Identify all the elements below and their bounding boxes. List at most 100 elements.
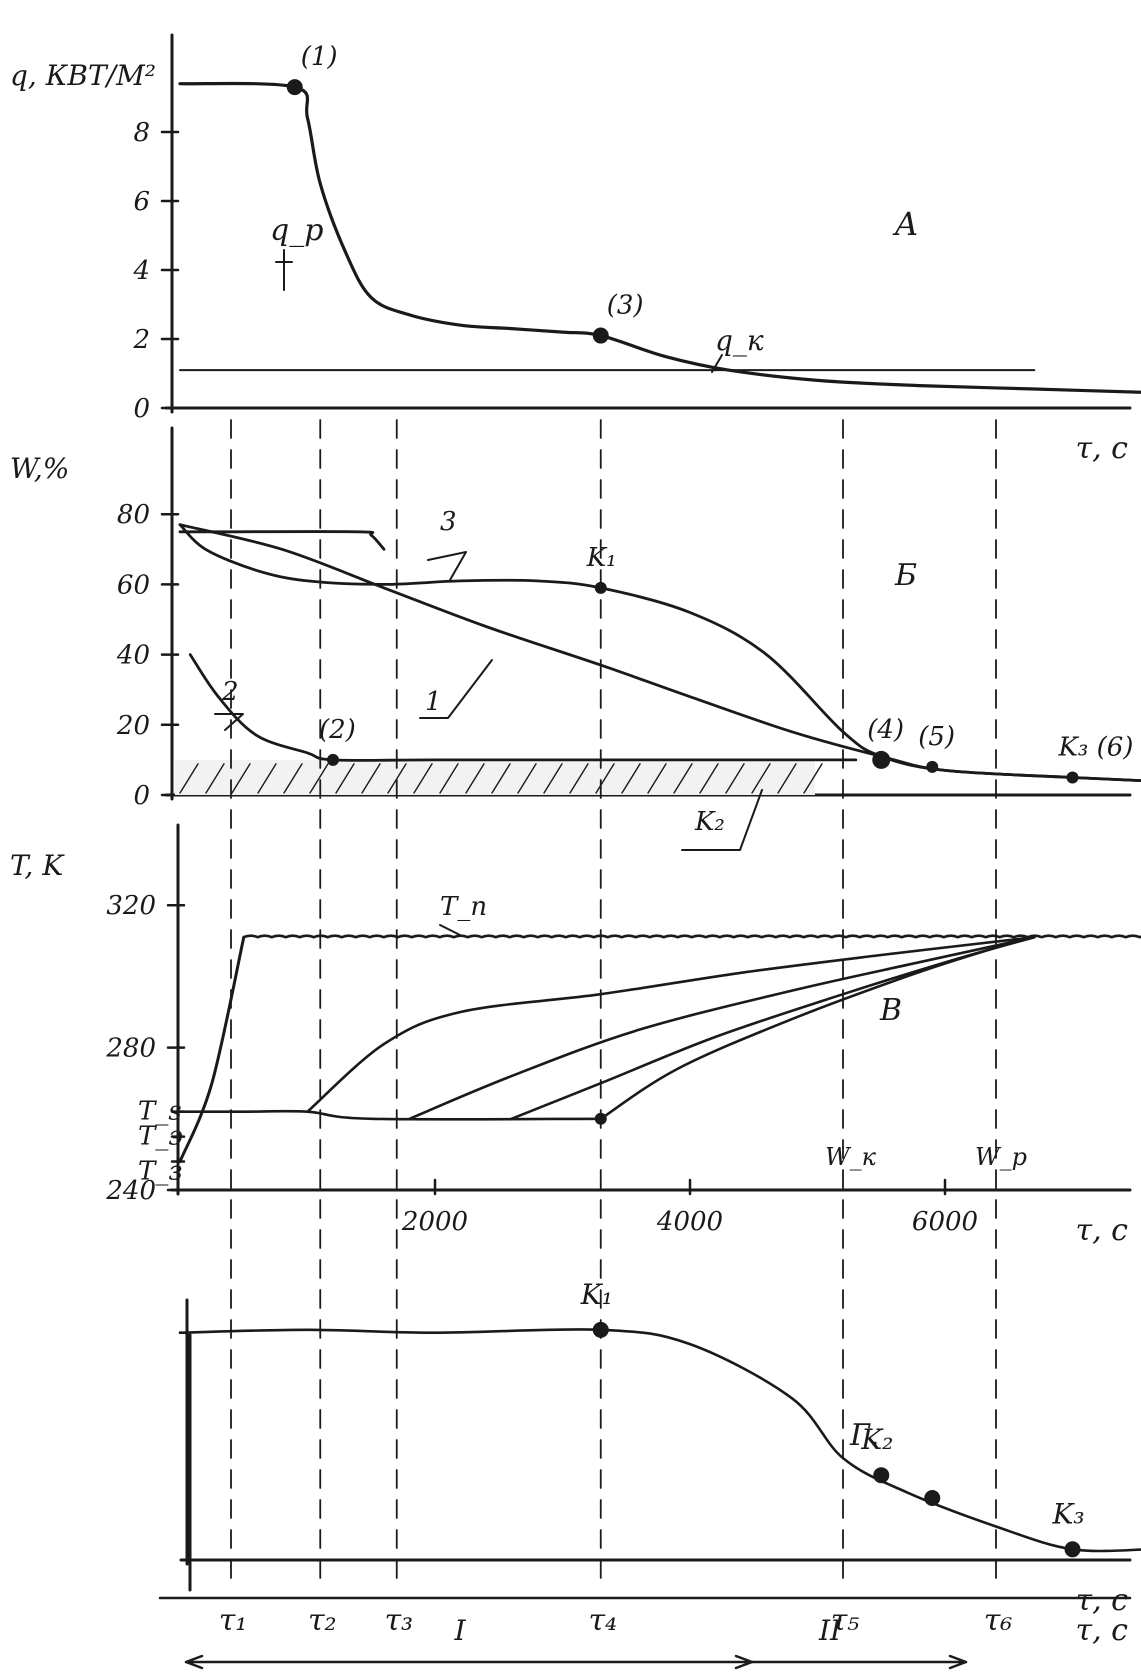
label-leader (275, 249, 293, 291)
series-group-G: K₁ K₂ K₃ Г. (178, 1278, 1141, 1592)
time-marker-label: τ₅ (831, 1603, 860, 1638)
hatch-line (725, 763, 745, 794)
panel-Г: τ, c (179, 1298, 1132, 1618)
label-leader (419, 659, 493, 719)
series-line (178, 81, 1141, 394)
hatch-line (179, 763, 199, 794)
point-label: K₂ (860, 1423, 893, 1456)
y-tick-label: 0 (133, 394, 150, 424)
data-point (924, 1490, 941, 1506)
series-line (188, 653, 858, 762)
y-tick-label: 320 (106, 891, 156, 921)
data-point (1066, 771, 1079, 784)
hatch-line (751, 763, 771, 794)
y-mark-label: T_з (138, 1157, 183, 1187)
hatch-line (673, 763, 693, 794)
hatch-line (465, 763, 485, 794)
series-label: q_к (715, 324, 764, 357)
point-label: (3) (607, 291, 644, 321)
y-mark-label: T_э (138, 1122, 183, 1152)
y-tick-label: 2 (132, 325, 150, 355)
y-tick-label: 0 (133, 781, 150, 811)
series-line (408, 935, 1036, 1121)
x-tick-label: 4000 (656, 1207, 723, 1237)
point-label: (4) (867, 715, 904, 745)
hatch-line (491, 763, 511, 794)
label-leader (439, 924, 461, 936)
panel-Б: 0 20 40 60 80 W,% (10, 426, 1132, 811)
series-label: 3 (440, 507, 457, 537)
hatch-line (517, 763, 537, 794)
time-marker-label: τ₂ (308, 1603, 337, 1638)
data-point (926, 760, 939, 773)
y-tick-label: 80 (117, 500, 150, 530)
x-tick-label: 2000 (401, 1207, 468, 1237)
series-line (599, 935, 1036, 1121)
label-leader (427, 551, 467, 581)
hatch-line (231, 763, 251, 794)
point-label: K₃ (1052, 1497, 1085, 1530)
hatch-line (387, 763, 407, 794)
hatch-line (569, 763, 589, 794)
point-label: K₁ (580, 1278, 613, 1311)
y-axis-label: W,% (10, 452, 69, 485)
panel-label: Б (894, 558, 917, 593)
y-tick-label: 8 (133, 118, 150, 148)
x-axis-label: τ, c (1076, 431, 1129, 466)
hatch-line (543, 763, 563, 794)
time-markers: τ₁ τ₂ τ₃ τ₄ τ₅ τ₆I II τ, c (158, 419, 1132, 1670)
y-axis-label: q, КВТ/M² (10, 59, 156, 92)
hatch-line (413, 763, 433, 794)
series-line (178, 1328, 1141, 1553)
series-line (178, 1109, 603, 1121)
y-axis-label: T, K (10, 849, 65, 882)
marker-label: W_p (975, 1143, 1027, 1171)
hatch-line (361, 763, 381, 794)
series-line (178, 523, 1141, 783)
hatch-line (699, 763, 719, 794)
period-label: I (453, 1614, 466, 1647)
x-tick-label: 6000 (912, 1207, 978, 1237)
point-label: K₃ (6) (1058, 732, 1134, 762)
panel-label: Г. (849, 1418, 879, 1453)
y-tick-label: 240 (105, 1176, 156, 1206)
period-label: II (818, 1614, 842, 1647)
hatch-line (257, 763, 277, 794)
hatch-line (283, 763, 303, 794)
hatch-line (205, 763, 225, 794)
data-point (286, 79, 303, 96)
series-label: 1 (425, 687, 442, 717)
y-tick-label: 40 (116, 641, 150, 671)
data-point (592, 327, 609, 344)
hatch-line (621, 763, 641, 794)
panel-label: A (892, 205, 918, 243)
period-arrow (184, 1654, 754, 1670)
series-group-V: T_sT_э T_з T_п В W_к W_p (138, 892, 1141, 1187)
hatch-line (335, 763, 355, 794)
data-point (327, 753, 339, 766)
hatch-line (439, 763, 459, 794)
panel-В: 240 280 320 2000 4000 6000 T, K τ, c (10, 823, 1132, 1248)
marker-label: W_к (825, 1143, 877, 1171)
y-tick-label: 6 (133, 187, 150, 217)
time-marker-label: τ₃ (384, 1603, 413, 1638)
x-axis-label: τ, c (1076, 1613, 1129, 1648)
y-tick-label: 60 (117, 570, 150, 600)
hatch-line (647, 763, 667, 794)
x-axis-label: τ, c (1076, 1583, 1129, 1618)
hatch-line (803, 763, 823, 794)
panel-A: 0 2 4 6 8 q, КВТ/M² τ, c (10, 33, 1132, 466)
hatched-region (175, 759, 815, 795)
y-tick-label: 20 (116, 711, 150, 741)
y-mark-label: T_s (138, 1097, 182, 1127)
hatch-line (309, 763, 329, 794)
series-label: 2 (221, 677, 239, 707)
series-line (306, 935, 1036, 1113)
series-label: q_p (270, 213, 323, 248)
x-axis-label: τ, c (1076, 1213, 1129, 1248)
data-point (872, 750, 891, 769)
time-marker-label: τ₄ (588, 1603, 617, 1638)
